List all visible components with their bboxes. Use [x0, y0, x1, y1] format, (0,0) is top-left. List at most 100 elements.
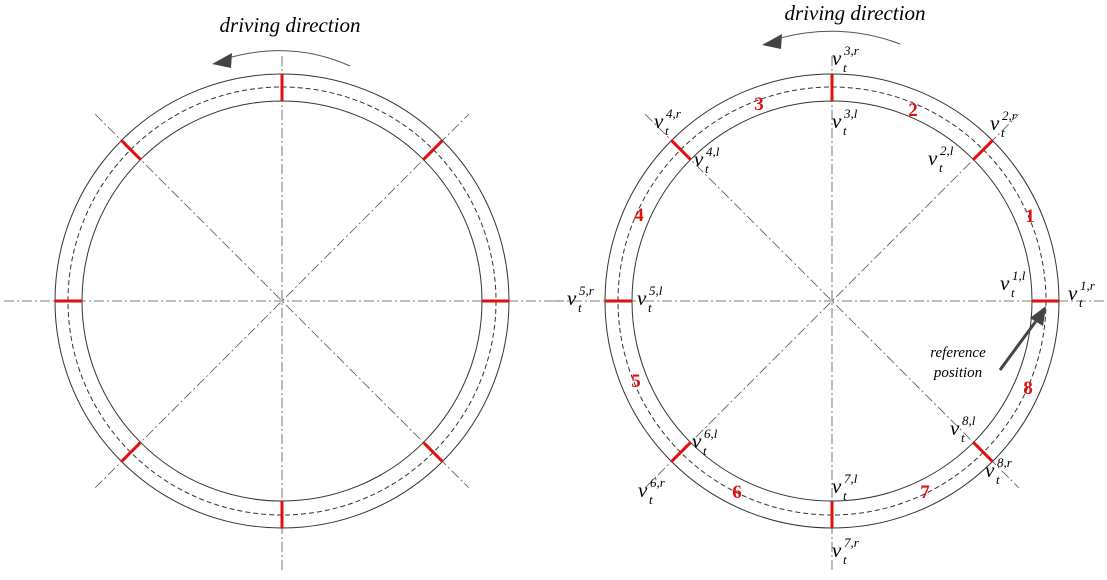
svg-text:v: v: [928, 146, 938, 170]
svg-text:4,l: 4,l: [706, 144, 720, 159]
section-marker-4: [670, 139, 692, 161]
svg-text:v: v: [832, 538, 842, 562]
segment-label-3: 3: [754, 94, 764, 115]
axis-diagonal-nw: [94, 113, 470, 489]
svg-text:2,r: 2,r: [1002, 108, 1018, 123]
svg-text:t: t: [843, 123, 847, 138]
right-title: driving direction: [785, 1, 926, 25]
segment-label-5: 5: [631, 371, 641, 392]
svg-text:t: t: [1011, 285, 1015, 300]
right-markers: [605, 74, 1059, 528]
svg-text:t: t: [649, 492, 653, 507]
svg-text:1,r: 1,r: [1080, 278, 1096, 293]
right-axes: [554, 56, 1107, 573]
svg-text:8,r: 8,r: [997, 455, 1013, 470]
svg-text:t: t: [578, 300, 582, 315]
segment-label-1: 1: [1025, 206, 1035, 227]
point-label-7-inner: v t 7,l: [832, 471, 858, 503]
svg-text:4,r: 4,r: [666, 106, 682, 121]
point-label-3-outer: v t 3,r: [832, 43, 860, 75]
svg-text:3,l: 3,l: [843, 106, 858, 121]
reference-arrow: [998, 316, 1041, 371]
svg-text:v: v: [1068, 281, 1078, 305]
point-label-5-outer: v t 5,r: [567, 283, 595, 315]
svg-text:6,l: 6,l: [704, 426, 718, 441]
section-marker-6: [670, 441, 692, 463]
point-label-2-outer: v t 2,r: [990, 108, 1018, 140]
svg-text:v: v: [832, 109, 842, 133]
right-direction-arrowhead: [762, 34, 782, 49]
segment-label-7: 7: [920, 482, 930, 503]
axis-diagonal-ne: [644, 113, 1020, 489]
point-label-1-outer: v t 1,r: [1068, 278, 1096, 310]
svg-text:v: v: [990, 111, 1000, 135]
svg-text:t: t: [703, 443, 707, 458]
section-marker-6: [120, 441, 142, 463]
svg-text:v: v: [950, 416, 960, 440]
svg-text:t: t: [705, 161, 709, 176]
point-label-4-inner: v t 4,l: [694, 144, 720, 176]
left-direction-arrow: [227, 50, 351, 67]
section-marker-8: [422, 441, 444, 463]
point-label-6-outer: v t 6,r: [638, 475, 666, 507]
svg-text:2,l: 2,l: [940, 143, 954, 158]
svg-text:t: t: [996, 472, 1000, 487]
point-label-5-inner: v t 5,l: [637, 283, 663, 315]
svg-text:v: v: [1000, 271, 1010, 295]
section-marker-2: [422, 139, 444, 161]
svg-text:t: t: [939, 160, 943, 175]
axis-diagonal-nw: [644, 113, 1020, 489]
svg-text:t: t: [843, 60, 847, 75]
reference-arrowhead: [1030, 306, 1046, 326]
svg-text:v: v: [985, 458, 995, 482]
left-direction-arrowhead: [212, 53, 232, 68]
svg-text:t: t: [843, 552, 847, 567]
point-label-3-inner: v t 3,l: [832, 106, 858, 138]
svg-text:6,r: 6,r: [650, 475, 666, 490]
segment-label-4: 4: [634, 205, 644, 226]
reference-label-line1: reference: [930, 345, 986, 361]
svg-text:v: v: [832, 46, 842, 70]
svg-text:v: v: [694, 147, 704, 171]
svg-text:5,r: 5,r: [579, 283, 595, 298]
svg-text:1,l: 1,l: [1012, 268, 1026, 283]
section-marker-4: [120, 139, 142, 161]
segment-label-8: 8: [1023, 378, 1033, 399]
point-label-2-inner: v t 2,l: [928, 143, 954, 175]
section-marker-2: [972, 139, 994, 161]
svg-text:5,l: 5,l: [649, 283, 663, 298]
point-label-1-inner: v t 1,l: [1000, 268, 1026, 300]
section-marker-8: [972, 441, 994, 463]
svg-text:v: v: [567, 286, 577, 310]
svg-text:v: v: [637, 286, 647, 310]
svg-text:8,l: 8,l: [962, 413, 976, 428]
svg-text:v: v: [654, 109, 664, 133]
svg-text:t: t: [665, 123, 669, 138]
svg-text:7,r: 7,r: [844, 535, 860, 550]
axis-diagonal-ne: [94, 113, 470, 489]
left-title: driving direction: [220, 13, 361, 37]
segment-labels: 1 2 3 4 5 6 7 8: [631, 94, 1035, 503]
right-direction-arrow: [779, 30, 901, 45]
svg-text:v: v: [832, 474, 842, 498]
left-axes: [4, 56, 560, 573]
point-label-7-outer: v t 7,r: [832, 535, 860, 567]
reference-label-line2: position: [933, 365, 982, 381]
svg-text:t: t: [961, 430, 965, 445]
svg-text:t: t: [843, 488, 847, 503]
point-labels: v t1,rv t1,lv t2,rv t2,lv t3,rv t3,lv t4,rv t4,l…: [567, 43, 1096, 567]
svg-text:7,l: 7,l: [844, 471, 858, 486]
point-label-8-inner: v t 8,l: [950, 413, 976, 445]
svg-text:3,r: 3,r: [843, 43, 860, 58]
point-label-6-inner: v t 6,l: [692, 426, 718, 458]
point-label-4-outer: v t 4,r: [654, 106, 682, 138]
svg-text:t: t: [1001, 125, 1005, 140]
svg-text:t: t: [1079, 295, 1083, 310]
svg-text:v: v: [638, 478, 648, 502]
left-markers: [55, 74, 509, 528]
svg-text:v: v: [692, 429, 702, 453]
left-ring-diagram: driving direction: [4, 13, 560, 573]
svg-text:t: t: [648, 300, 652, 315]
